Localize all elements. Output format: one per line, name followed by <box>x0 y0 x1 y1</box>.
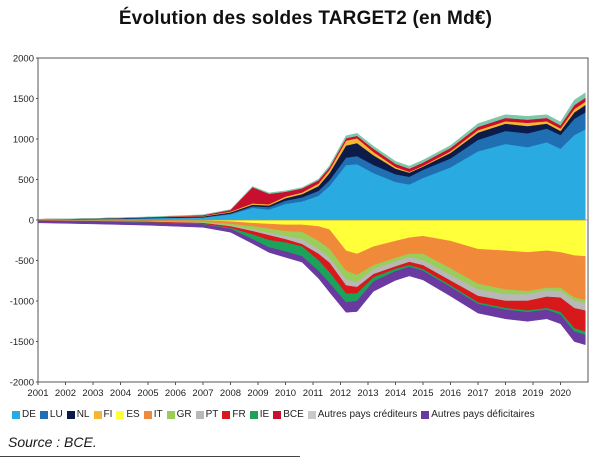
x-tick-label: 2017 <box>467 388 488 399</box>
legend-item: Autres pays créditeurs <box>307 409 418 420</box>
legend-item: FR <box>222 409 246 420</box>
legend: DE LU NL FI ES IT GR PT FR IE BCE Autres pays crédi… <box>12 409 607 420</box>
y-tick-label: 2000 <box>13 54 34 65</box>
legend-swatch <box>166 410 175 419</box>
legend-swatch <box>222 410 231 419</box>
legend-swatch <box>249 410 258 419</box>
legend-label: LU <box>49 409 63 420</box>
legend-label: GR <box>176 409 192 420</box>
legend-label: Autres pays déficitaires <box>431 409 535 420</box>
series-area-autres-pays-d-ficitaires <box>37 220 586 346</box>
x-tick-label: 2005 <box>137 388 158 399</box>
y-axis: -2000 -1500 -1000 -500 0 500 1000 1500 2000 <box>10 54 38 389</box>
legend-swatch <box>195 410 204 419</box>
y-tick-label: -1000 <box>10 297 34 308</box>
legend-swatch <box>39 410 48 419</box>
x-tick-label: 2008 <box>220 388 241 399</box>
legend-item: PT <box>195 409 219 420</box>
x-tick-label: 2019 <box>522 388 543 399</box>
x-tick-label: 2016 <box>440 388 461 399</box>
y-tick-label: 0 <box>29 216 34 227</box>
x-tick-label: 2015 <box>412 388 433 399</box>
areas-layer <box>37 92 586 346</box>
legend-item: ES <box>116 409 140 420</box>
x-tick-label: 2011 <box>303 388 323 399</box>
legend-label: ES <box>126 409 140 420</box>
legend-item: LU <box>39 409 63 420</box>
legend-item: NL <box>66 409 90 420</box>
y-tick-label: 1000 <box>13 135 34 146</box>
series-area-autres-pays-cr-diteurs <box>37 92 586 220</box>
legend-label: DE <box>22 409 36 420</box>
legend-label: FI <box>103 409 113 420</box>
legend-item: FI <box>93 409 113 420</box>
x-tick-label: 2007 <box>192 388 213 399</box>
x-axis: 2001 2002 2003 2004 2005 2006 2007 2008 2009 2010… <box>27 382 571 399</box>
chart-title: Évolution des soldes TARGET2 (en Md€) <box>118 8 493 29</box>
y-tick-label: -1500 <box>10 337 34 348</box>
legend-swatch <box>66 410 75 419</box>
legend-swatch <box>93 410 102 419</box>
legend-label: Autres pays créditeurs <box>317 409 418 420</box>
legend-label: NL <box>76 409 90 420</box>
legend-swatch <box>307 410 316 419</box>
y-tick-label: 1500 <box>13 94 34 105</box>
x-tick-label: 2001 <box>27 388 48 399</box>
legend-label: IE <box>259 409 270 420</box>
y-tick-label: -500 <box>15 256 34 267</box>
x-tick-label: 2020 <box>550 388 571 399</box>
source-divider <box>0 456 300 457</box>
legend-item: GR <box>166 409 192 420</box>
x-tick-label: 2002 <box>55 388 76 399</box>
x-tick-label: 2018 <box>495 388 516 399</box>
legend-item: Autres pays déficitaires <box>421 409 535 420</box>
x-tick-label: 2003 <box>82 388 103 399</box>
y-tick-label: 500 <box>18 175 34 186</box>
x-tick-label: 2013 <box>357 388 378 399</box>
legend-label: IT <box>153 409 163 420</box>
legend-swatch <box>116 410 125 419</box>
legend-label: FR <box>232 409 246 420</box>
legend-label: BCE <box>283 409 304 420</box>
legend-label: PT <box>205 409 219 420</box>
legend-swatch <box>143 410 152 419</box>
legend-item: DE <box>12 409 36 420</box>
y-tick-label: -2000 <box>10 378 34 389</box>
legend-swatch <box>273 410 282 419</box>
legend-item: BCE <box>273 409 304 420</box>
x-tick-label: 2009 <box>247 388 268 399</box>
legend-swatch <box>421 410 430 419</box>
x-tick-label: 2012 <box>330 388 351 399</box>
x-tick-label: 2010 <box>275 388 296 399</box>
x-tick-label: 2006 <box>165 388 186 399</box>
legend-item: IT <box>143 409 163 420</box>
source-note: Source : BCE. <box>8 434 97 450</box>
legend-item: IE <box>249 409 270 420</box>
legend-swatch <box>12 410 20 419</box>
x-tick-label: 2004 <box>110 388 131 399</box>
x-tick-label: 2014 <box>385 388 406 399</box>
